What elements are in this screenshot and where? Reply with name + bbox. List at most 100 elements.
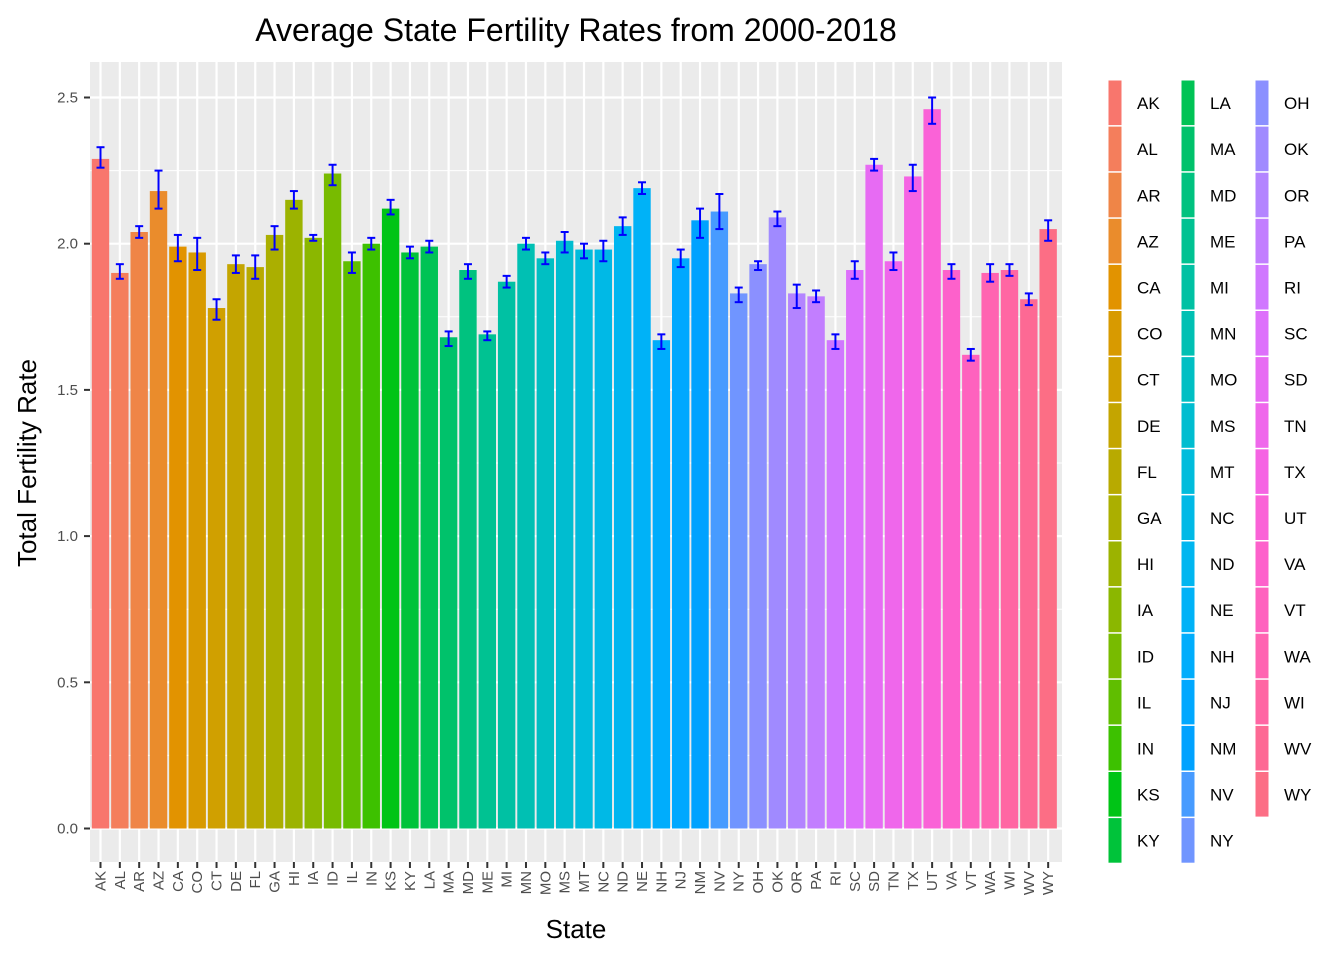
legend-swatch bbox=[1107, 678, 1123, 726]
error-bar-nc bbox=[599, 239, 608, 263]
legend-swatch bbox=[1107, 771, 1123, 818]
legend-item-ne: NE bbox=[1180, 586, 1234, 634]
legend-label: PA bbox=[1284, 232, 1306, 251]
bar-wv bbox=[1020, 299, 1038, 829]
x-tick-label: MS bbox=[557, 871, 574, 894]
bar-ca bbox=[169, 246, 187, 829]
bar-va bbox=[942, 270, 961, 829]
legend-item-id: ID bbox=[1107, 632, 1154, 680]
legend-item-co: CO bbox=[1107, 310, 1163, 357]
x-tick-label: GA bbox=[267, 871, 284, 893]
error-bar-nm bbox=[696, 207, 705, 239]
bar-nv bbox=[710, 211, 729, 829]
legend-swatch bbox=[1254, 724, 1270, 772]
error-bar-ut bbox=[928, 96, 937, 125]
legend-swatch bbox=[1180, 632, 1196, 680]
legend-label: LA bbox=[1210, 94, 1231, 113]
error-bar-in bbox=[367, 236, 376, 251]
bar-de bbox=[227, 264, 245, 829]
error-bar-az bbox=[154, 169, 163, 210]
legend-item-pa: PA bbox=[1254, 217, 1306, 265]
y-axis: 0.0 0.5 1.0 1.5 2.0 2.5 bbox=[57, 90, 90, 838]
x-tick-label: MA bbox=[441, 871, 458, 894]
error-bar-nj bbox=[676, 248, 685, 269]
legend-swatch bbox=[1254, 494, 1270, 541]
bar-ne bbox=[633, 188, 651, 829]
bar-me bbox=[478, 334, 496, 829]
legend-label: KS bbox=[1137, 786, 1160, 805]
bar-tn bbox=[884, 261, 903, 829]
legend-item-wi: WI bbox=[1254, 678, 1305, 726]
x-tick-label: ND bbox=[615, 871, 632, 893]
error-bar-co bbox=[193, 236, 202, 272]
legend-swatch bbox=[1180, 356, 1196, 403]
legend-swatch bbox=[1180, 817, 1196, 864]
legend-label: OR bbox=[1284, 186, 1310, 205]
legend-item-ak: AK bbox=[1107, 79, 1160, 127]
bar-ga bbox=[265, 234, 284, 829]
bar-ma bbox=[439, 337, 458, 829]
legend-label: OK bbox=[1284, 140, 1309, 159]
bar-la bbox=[420, 246, 438, 829]
bar-wi bbox=[1000, 270, 1019, 829]
legend-swatch bbox=[1254, 632, 1270, 680]
legend-label: MD bbox=[1210, 186, 1236, 205]
legend-label: OH bbox=[1284, 94, 1310, 113]
error-bar-vt bbox=[966, 347, 975, 362]
legend-swatch bbox=[1180, 494, 1196, 541]
legend-item-nv: NV bbox=[1180, 771, 1234, 818]
legend-label: MI bbox=[1210, 278, 1229, 297]
x-tick-label: NE bbox=[634, 871, 651, 892]
x-tick-label: NJ bbox=[673, 871, 690, 889]
error-bar-fl bbox=[251, 254, 260, 280]
bar-ny bbox=[730, 293, 748, 829]
legend-label: ND bbox=[1210, 555, 1235, 574]
legend-swatch bbox=[1107, 79, 1123, 127]
legend-swatch bbox=[1180, 310, 1196, 357]
error-bar-ok bbox=[773, 210, 782, 228]
bar-nj bbox=[672, 258, 690, 829]
legend-swatch bbox=[1107, 586, 1123, 634]
legend-swatch bbox=[1107, 540, 1123, 588]
legend-swatch bbox=[1180, 217, 1196, 265]
x-tick-label: FL bbox=[247, 871, 264, 889]
bar-ct bbox=[207, 308, 226, 829]
x-tick-label: RI bbox=[827, 871, 844, 886]
x-tick-label: OK bbox=[769, 871, 786, 893]
legend-label: FL bbox=[1137, 463, 1157, 482]
x-tick-label: PA bbox=[808, 871, 825, 890]
legend-swatch bbox=[1107, 402, 1123, 449]
legend-label: VA bbox=[1284, 555, 1306, 574]
bar-ak bbox=[91, 158, 110, 829]
legend: AK AL AR AZ CA CO CT DE FL GA HI IA ID IL IN KS KY LA MA MD… bbox=[1107, 79, 1312, 864]
legend-item-ct: CT bbox=[1107, 356, 1160, 403]
bar-wy bbox=[1039, 229, 1057, 829]
x-tick-label: VT bbox=[963, 871, 980, 890]
bar-pa bbox=[807, 296, 825, 829]
error-bar-de bbox=[231, 254, 240, 274]
bar-ky bbox=[401, 252, 419, 829]
legend-item-wa: WA bbox=[1254, 632, 1311, 680]
x-tick-label: SD bbox=[866, 871, 883, 892]
x-tick-label: WY bbox=[1040, 871, 1057, 895]
legend-label: NC bbox=[1210, 509, 1235, 528]
bar-az bbox=[149, 191, 168, 829]
legend-swatch bbox=[1107, 310, 1123, 357]
legend-swatch bbox=[1254, 79, 1270, 127]
error-bar-wa bbox=[986, 263, 995, 283]
x-tick-label: AK bbox=[93, 871, 110, 891]
legend-swatch bbox=[1107, 448, 1123, 495]
x-tick-label: OR bbox=[789, 871, 806, 894]
x-tick-label: WI bbox=[1001, 871, 1018, 889]
legend-swatch bbox=[1254, 171, 1270, 219]
bar-mo bbox=[536, 258, 555, 829]
x-tick-label: HI bbox=[286, 871, 303, 886]
legend-swatch bbox=[1254, 217, 1270, 265]
legend-swatch bbox=[1180, 586, 1196, 634]
error-bar-hi bbox=[289, 190, 298, 210]
legend-item-tx: TX bbox=[1254, 448, 1306, 495]
legend-label: AR bbox=[1137, 186, 1161, 205]
legend-item-hi: HI bbox=[1107, 540, 1154, 588]
bar-sc bbox=[846, 270, 864, 829]
bar-al bbox=[111, 272, 129, 829]
